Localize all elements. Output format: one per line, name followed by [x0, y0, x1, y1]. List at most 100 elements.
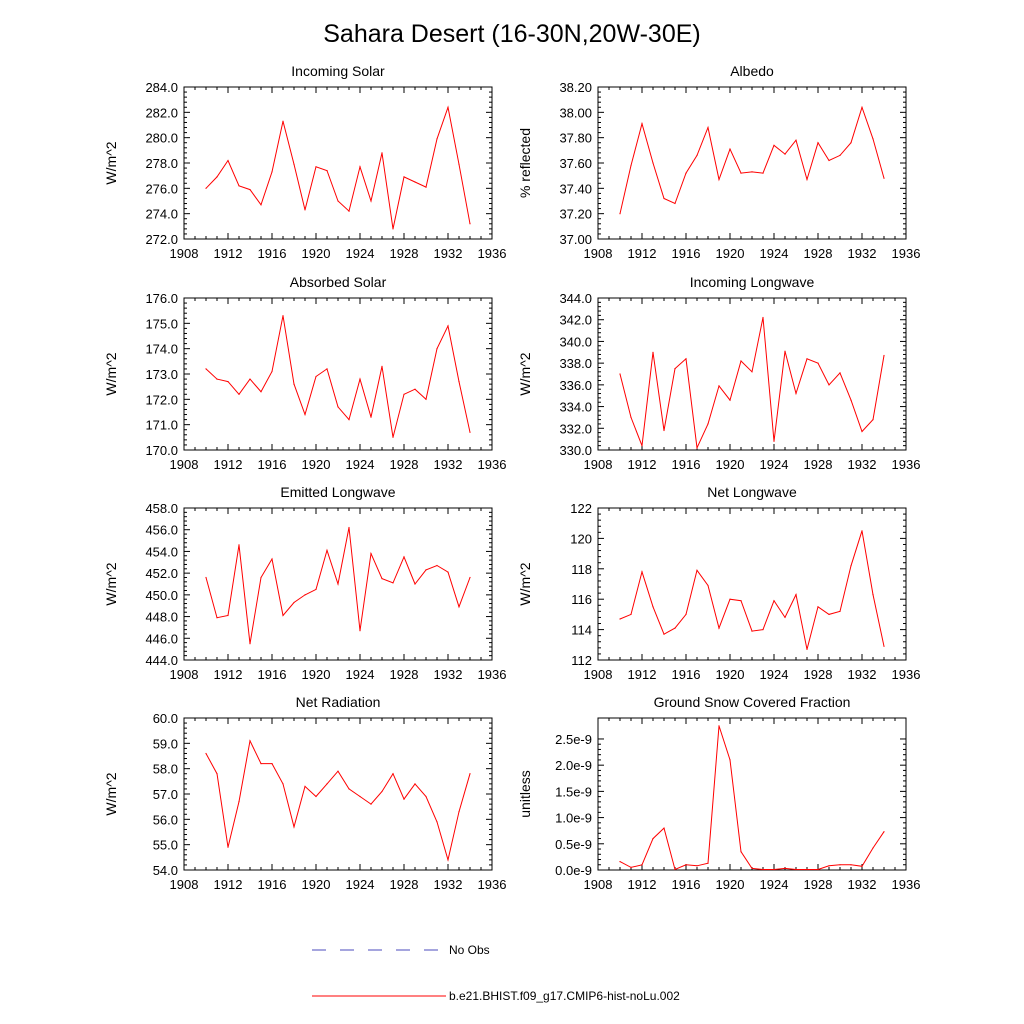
y-axis-label: W/m^2 — [103, 141, 119, 184]
x-tick-label: 1936 — [478, 667, 507, 682]
legend-label-model: b.e21.BHIST.f09_g17.CMIP6-hist-noLu.002 — [449, 989, 680, 1003]
data-point — [850, 399, 852, 401]
panel-emitted-longwave: Emitted Longwave W/m^2 1908 1912 1916 1920 192… — [103, 484, 506, 682]
data-point — [359, 166, 361, 168]
data-point — [271, 370, 273, 373]
plot-frame — [597, 86, 907, 240]
plot-frame — [183, 717, 493, 871]
y-tick-label: 0.0e-9 — [555, 863, 592, 878]
data-point — [205, 576, 207, 579]
data-point — [436, 138, 438, 140]
data-point — [663, 429, 665, 432]
y-tick-label: 274.0 — [145, 207, 178, 222]
y-tick-label: 175.0 — [145, 316, 178, 331]
data-point — [238, 393, 240, 395]
data-point — [216, 773, 218, 775]
data-point — [414, 583, 416, 585]
x-tick-label: 1928 — [804, 667, 833, 682]
data-point — [696, 569, 698, 571]
data-point — [784, 616, 786, 619]
x-tick-label: 1928 — [804, 877, 833, 892]
y-tick-label: 176.0 — [145, 291, 178, 306]
data-point — [227, 381, 229, 383]
y-tick-label: 170.0 — [145, 443, 178, 458]
x-tick-label: 1908 — [170, 457, 199, 472]
y-tick-label: 56.0 — [153, 812, 178, 827]
panel-net-longwave: Net Longwave W/m^2 1908 1912 1916 1920 1924 192… — [517, 484, 920, 682]
data-point — [751, 630, 753, 632]
data-point — [795, 594, 797, 596]
y-tick-label: 336.0 — [559, 378, 592, 393]
data-point — [282, 783, 284, 785]
x-tick-label: 1908 — [170, 667, 199, 682]
x-tick-label: 1928 — [390, 246, 419, 261]
data-point — [359, 795, 361, 798]
data-point — [729, 598, 731, 600]
data-point — [227, 846, 229, 848]
data-point — [315, 795, 317, 798]
y-tick-label: 38.20 — [559, 80, 592, 95]
y-tick-label: 454.0 — [145, 544, 178, 559]
data-point — [293, 163, 295, 165]
y-tick-label: 37.80 — [559, 131, 592, 146]
data-point — [850, 565, 852, 567]
data-point — [249, 740, 251, 742]
data-point — [425, 398, 427, 400]
data-point — [718, 725, 720, 727]
data-point — [685, 864, 687, 866]
y-tick-label: 37.20 — [559, 207, 592, 222]
data-point — [370, 416, 372, 418]
data-point — [326, 368, 328, 370]
data-point — [326, 170, 328, 172]
y-tick-label: 272.0 — [145, 232, 178, 247]
data-point — [205, 368, 207, 370]
y-tick-label: 38.00 — [559, 105, 592, 120]
x-tick-label: 1928 — [804, 246, 833, 261]
data-point — [751, 371, 753, 373]
data-point — [707, 862, 709, 864]
x-tick-label: 1932 — [848, 877, 877, 892]
data-point — [227, 614, 229, 617]
data-point — [359, 378, 361, 380]
y-tick-label: 278.0 — [145, 156, 178, 171]
data-point — [652, 162, 654, 164]
data-point — [337, 406, 339, 408]
x-tick-label: 1908 — [584, 667, 613, 682]
data-point — [216, 378, 218, 380]
x-tick-label: 1920 — [302, 667, 331, 682]
data-point — [663, 633, 665, 635]
x-tick-label: 1908 — [584, 246, 613, 261]
y-tick-label: 330.0 — [559, 443, 592, 458]
x-tick-label: 1912 — [628, 246, 657, 261]
y-tick-label: 174.0 — [145, 342, 178, 357]
x-tick-label: 1912 — [214, 877, 243, 892]
data-point — [883, 354, 885, 357]
data-point — [458, 606, 460, 608]
data-point — [370, 553, 372, 555]
x-tick-label: 1908 — [170, 877, 199, 892]
y-tick-label: 57.0 — [153, 787, 178, 802]
data-point — [729, 148, 731, 150]
data-point — [861, 430, 863, 433]
y-tick-label: 1.0e-9 — [555, 811, 592, 826]
y-axis-label: % reflected — [517, 128, 533, 198]
panel-albedo: Albedo % reflected 1908 1912 1916 1920 1924 192… — [517, 63, 920, 261]
x-tick-label: 1908 — [584, 457, 613, 472]
data-point — [795, 392, 797, 395]
data-point — [469, 223, 471, 225]
plot-frame — [183, 297, 493, 451]
x-tick-label: 1916 — [672, 246, 701, 261]
panel-title: Absorbed Solar — [290, 274, 387, 290]
data-point — [729, 399, 731, 401]
x-tick-label: 1920 — [302, 457, 331, 472]
y-tick-label: 112 — [571, 653, 592, 668]
x-tick-label: 1928 — [390, 667, 419, 682]
data-point — [718, 627, 720, 629]
data-point — [652, 838, 654, 840]
x-tick-label: 1932 — [434, 667, 463, 682]
data-point — [619, 213, 621, 215]
data-point — [861, 106, 863, 108]
y-axis-label: W/m^2 — [103, 352, 119, 395]
data-point — [315, 375, 317, 378]
